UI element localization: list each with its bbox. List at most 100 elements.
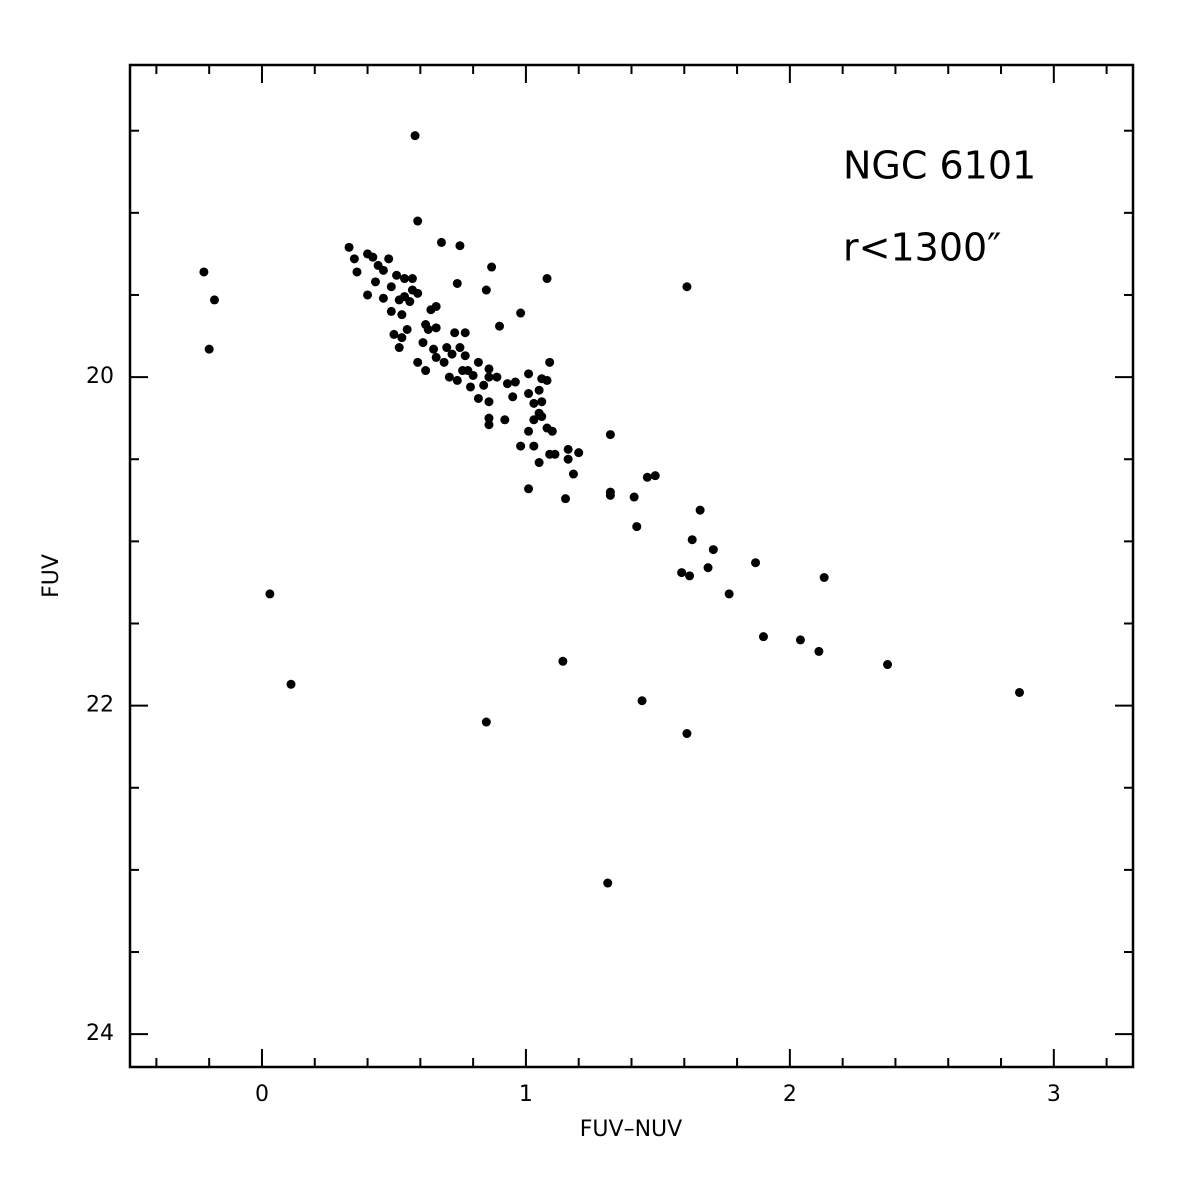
point <box>447 349 457 359</box>
point <box>199 267 209 277</box>
point <box>500 415 510 425</box>
point <box>484 420 494 430</box>
point <box>473 393 483 403</box>
point <box>751 558 761 568</box>
point <box>819 572 829 582</box>
point <box>394 343 404 353</box>
point <box>481 717 491 727</box>
point <box>265 589 275 599</box>
point <box>368 252 378 262</box>
point <box>534 385 544 395</box>
point <box>632 522 642 532</box>
point <box>487 262 497 272</box>
point <box>465 382 475 392</box>
point <box>421 366 431 376</box>
point <box>687 535 697 545</box>
y-tick-label: 22 <box>86 693 114 718</box>
point <box>529 415 539 425</box>
annotation: r<1300″ <box>843 226 1001 270</box>
point <box>537 412 547 422</box>
point <box>629 492 639 502</box>
point <box>695 505 705 515</box>
point <box>534 458 544 468</box>
point <box>603 878 613 888</box>
point <box>574 448 584 458</box>
point <box>452 278 462 288</box>
point <box>542 375 552 385</box>
point <box>508 392 518 402</box>
point <box>524 389 534 399</box>
point <box>442 343 452 353</box>
point <box>547 426 557 436</box>
point <box>423 324 433 334</box>
point <box>484 397 494 407</box>
point <box>386 282 396 292</box>
point <box>642 472 652 482</box>
point <box>542 274 552 284</box>
point <box>209 295 219 305</box>
point <box>550 449 560 459</box>
point <box>677 568 687 578</box>
point <box>724 589 734 599</box>
point <box>524 484 534 494</box>
point <box>386 306 396 316</box>
point <box>682 729 692 739</box>
point <box>431 352 441 362</box>
x-tick-label: 2 <box>783 1082 797 1107</box>
point <box>389 329 399 339</box>
point <box>703 563 713 573</box>
point <box>405 297 415 307</box>
x-tick-label: 3 <box>1047 1082 1061 1107</box>
point <box>352 267 362 277</box>
point <box>682 282 692 292</box>
x-tick-label: 0 <box>255 1082 269 1107</box>
point <box>558 656 568 666</box>
point <box>568 469 578 479</box>
point <box>758 632 768 642</box>
point <box>397 333 407 343</box>
point <box>286 679 296 689</box>
point <box>370 277 380 287</box>
point <box>479 380 489 390</box>
point <box>413 357 423 367</box>
point <box>349 254 359 264</box>
point <box>402 324 412 334</box>
point <box>492 372 502 382</box>
point <box>795 635 805 645</box>
point <box>468 370 478 380</box>
x-tick-label: 1 <box>519 1082 533 1107</box>
point <box>545 357 555 367</box>
point <box>455 241 465 251</box>
point <box>524 426 534 436</box>
point <box>418 338 428 348</box>
point <box>563 444 573 454</box>
point <box>431 301 441 311</box>
point <box>378 293 388 303</box>
point <box>529 441 539 451</box>
point <box>452 375 462 385</box>
point <box>529 398 539 408</box>
point <box>650 471 660 481</box>
point <box>204 344 214 354</box>
point <box>1015 687 1025 697</box>
point <box>524 369 534 379</box>
y-tick-label: 20 <box>86 364 114 389</box>
point <box>378 265 388 275</box>
point <box>444 372 454 382</box>
y-tick-label: 24 <box>86 1021 114 1046</box>
point <box>431 323 441 333</box>
point <box>883 660 893 670</box>
point <box>484 413 494 423</box>
point <box>439 357 449 367</box>
point <box>344 242 354 252</box>
point <box>363 290 373 300</box>
point <box>384 254 394 264</box>
point <box>516 441 526 451</box>
point <box>561 494 571 504</box>
point <box>407 274 417 284</box>
point <box>495 321 505 331</box>
annotation: NGC 6101 <box>843 144 1036 188</box>
point <box>502 379 512 389</box>
point <box>410 131 420 141</box>
y-axis-label: FUV <box>39 554 64 598</box>
